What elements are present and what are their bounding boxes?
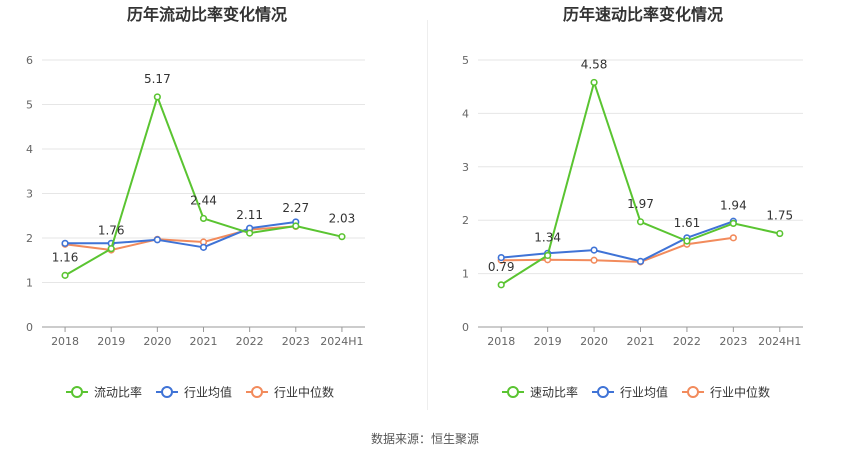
y-tick-label: 2 [462, 214, 469, 227]
legend-label: 流动比率 [94, 385, 142, 400]
data-point [246, 229, 254, 237]
x-tick-label: 2023 [282, 335, 310, 348]
legend-marker [251, 386, 263, 398]
x-tick-label: 2020 [580, 335, 608, 348]
y-tick-label: 1 [26, 277, 33, 290]
x-tick-label: 2018 [51, 335, 79, 348]
data-point [497, 281, 505, 289]
legend-marker [161, 386, 173, 398]
data-point [729, 219, 737, 228]
data-label: 1.94 [720, 198, 747, 212]
x-tick-label: 2024H1 [758, 335, 801, 348]
data-point [199, 243, 208, 251]
x-tick-label: 2018 [487, 335, 515, 348]
x-tick-label: 2019 [97, 335, 125, 348]
data-label: 5.17 [144, 72, 171, 86]
data-point [590, 78, 598, 87]
x-tick-label: 2023 [719, 335, 747, 348]
y-tick-label: 0 [26, 321, 33, 334]
x-tick-label: 2022 [236, 335, 264, 348]
data-label: 1.61 [674, 216, 701, 230]
x-tick-label: 2020 [143, 335, 171, 348]
chart-divider [427, 20, 428, 410]
x-tick-label: 2021 [190, 335, 218, 348]
data-point [590, 256, 598, 264]
data-label: 1.75 [766, 209, 793, 223]
series-line-2 [64, 225, 296, 251]
x-tick-label: 2021 [627, 335, 655, 348]
y-tick-label: 3 [26, 188, 33, 201]
data-point [199, 214, 208, 223]
legend-label: 行业中位数 [274, 385, 334, 400]
data-label: 1.97 [627, 197, 654, 211]
data-point [153, 93, 161, 101]
y-tick-label: 5 [26, 99, 33, 112]
data-point [729, 234, 737, 242]
series-line-1 [65, 221, 296, 249]
data-point [636, 257, 645, 265]
data-point [338, 233, 346, 241]
data-point [497, 253, 505, 262]
y-tick-label: 4 [26, 143, 33, 156]
y-tick-label: 1 [462, 268, 469, 281]
data-label: 2.11 [236, 208, 263, 222]
data-point [683, 237, 691, 245]
y-tick-label: 4 [462, 107, 469, 120]
legend-label: 速动比率 [530, 385, 578, 400]
legend-marker [507, 386, 519, 398]
data-point [590, 246, 598, 254]
chart-title: 历年速动比率变化情况 [563, 5, 723, 24]
y-tick-label: 2 [26, 232, 33, 245]
source-note: 数据来源：恒生聚源 [370, 432, 479, 446]
y-tick-label: 5 [462, 54, 469, 67]
data-point [544, 251, 552, 260]
data-point [61, 271, 69, 279]
data-label: 2.44 [190, 193, 217, 207]
data-point [292, 222, 300, 230]
legend-marker [597, 386, 609, 398]
y-tick-label: 3 [462, 161, 469, 174]
y-tick-label: 6 [26, 54, 33, 67]
data-label: 1.16 [52, 250, 79, 264]
series-line-1 [501, 220, 734, 263]
data-point [776, 229, 784, 238]
x-tick-label: 2019 [534, 335, 562, 348]
chart-title: 历年流动比率变化情况 [127, 5, 287, 24]
data-label: 4.58 [581, 57, 608, 71]
legend-label: 行业均值 [620, 385, 668, 400]
x-tick-label: 2024H1 [320, 335, 363, 348]
legend-marker [687, 386, 699, 398]
data-label: 1.76 [98, 224, 125, 238]
data-label: 0.79 [488, 260, 515, 274]
data-point [61, 239, 69, 247]
y-tick-label: 0 [462, 321, 469, 334]
x-tick-label: 2022 [673, 335, 701, 348]
data-point [636, 218, 645, 226]
legend-label: 行业中位数 [710, 385, 770, 400]
data-label: 1.34 [534, 230, 561, 244]
legend-marker [71, 386, 83, 398]
data-point [153, 236, 161, 244]
data-label: 2.27 [282, 201, 309, 215]
data-label: 2.03 [329, 212, 356, 226]
data-point [107, 245, 115, 253]
legend-label: 行业均值 [184, 385, 232, 400]
